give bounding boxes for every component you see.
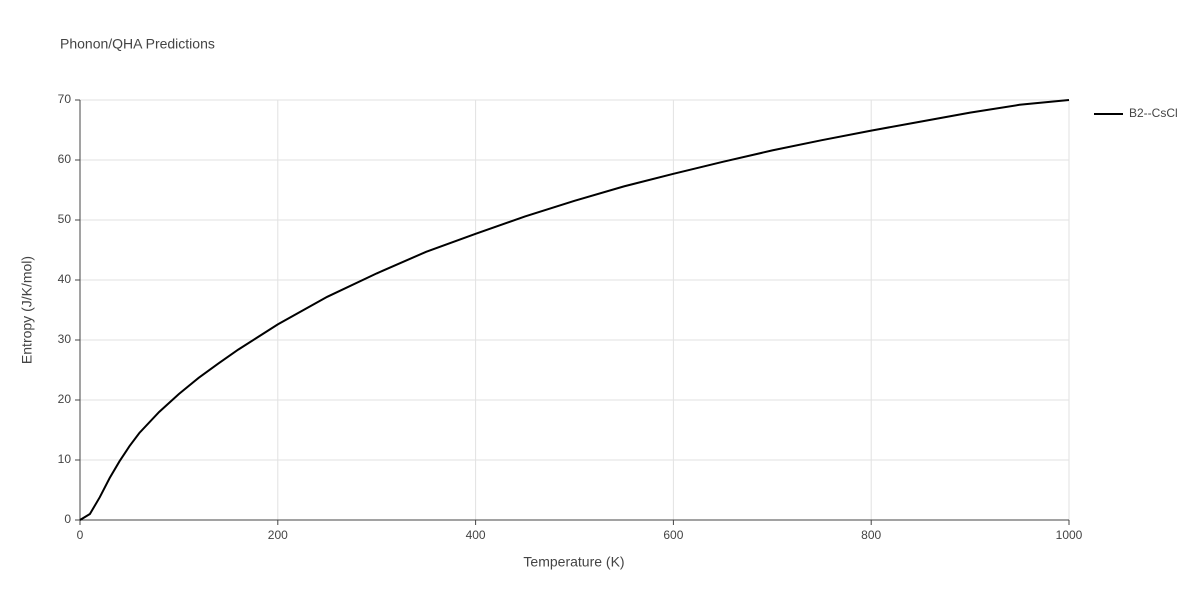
x-tick-label: 0: [77, 528, 84, 542]
x-tick-label: 400: [466, 528, 486, 542]
y-tick-label: 10: [58, 452, 72, 466]
y-tick-label: 40: [58, 272, 72, 286]
x-axis-title: Temperature (K): [523, 554, 624, 570]
y-tick-label: 70: [58, 92, 72, 106]
x-tick-label: 200: [268, 528, 288, 542]
y-axis-title: Entropy (J/K/mol): [19, 256, 35, 364]
data-line: [79, 99, 1070, 521]
y-tick-label: 60: [58, 152, 72, 166]
y-tick-label: 50: [58, 212, 72, 226]
x-tick-label: 600: [663, 528, 683, 542]
y-tick-label: 30: [58, 332, 72, 346]
x-tick-label: 800: [861, 528, 881, 542]
legend-label: B2--CsCl: [1129, 106, 1178, 120]
chart-title: Phonon/QHA Predictions: [60, 36, 215, 52]
y-tick-label: 0: [64, 512, 71, 526]
y-tick-label: 20: [58, 392, 72, 406]
x-tick-label: 1000: [1056, 528, 1083, 542]
